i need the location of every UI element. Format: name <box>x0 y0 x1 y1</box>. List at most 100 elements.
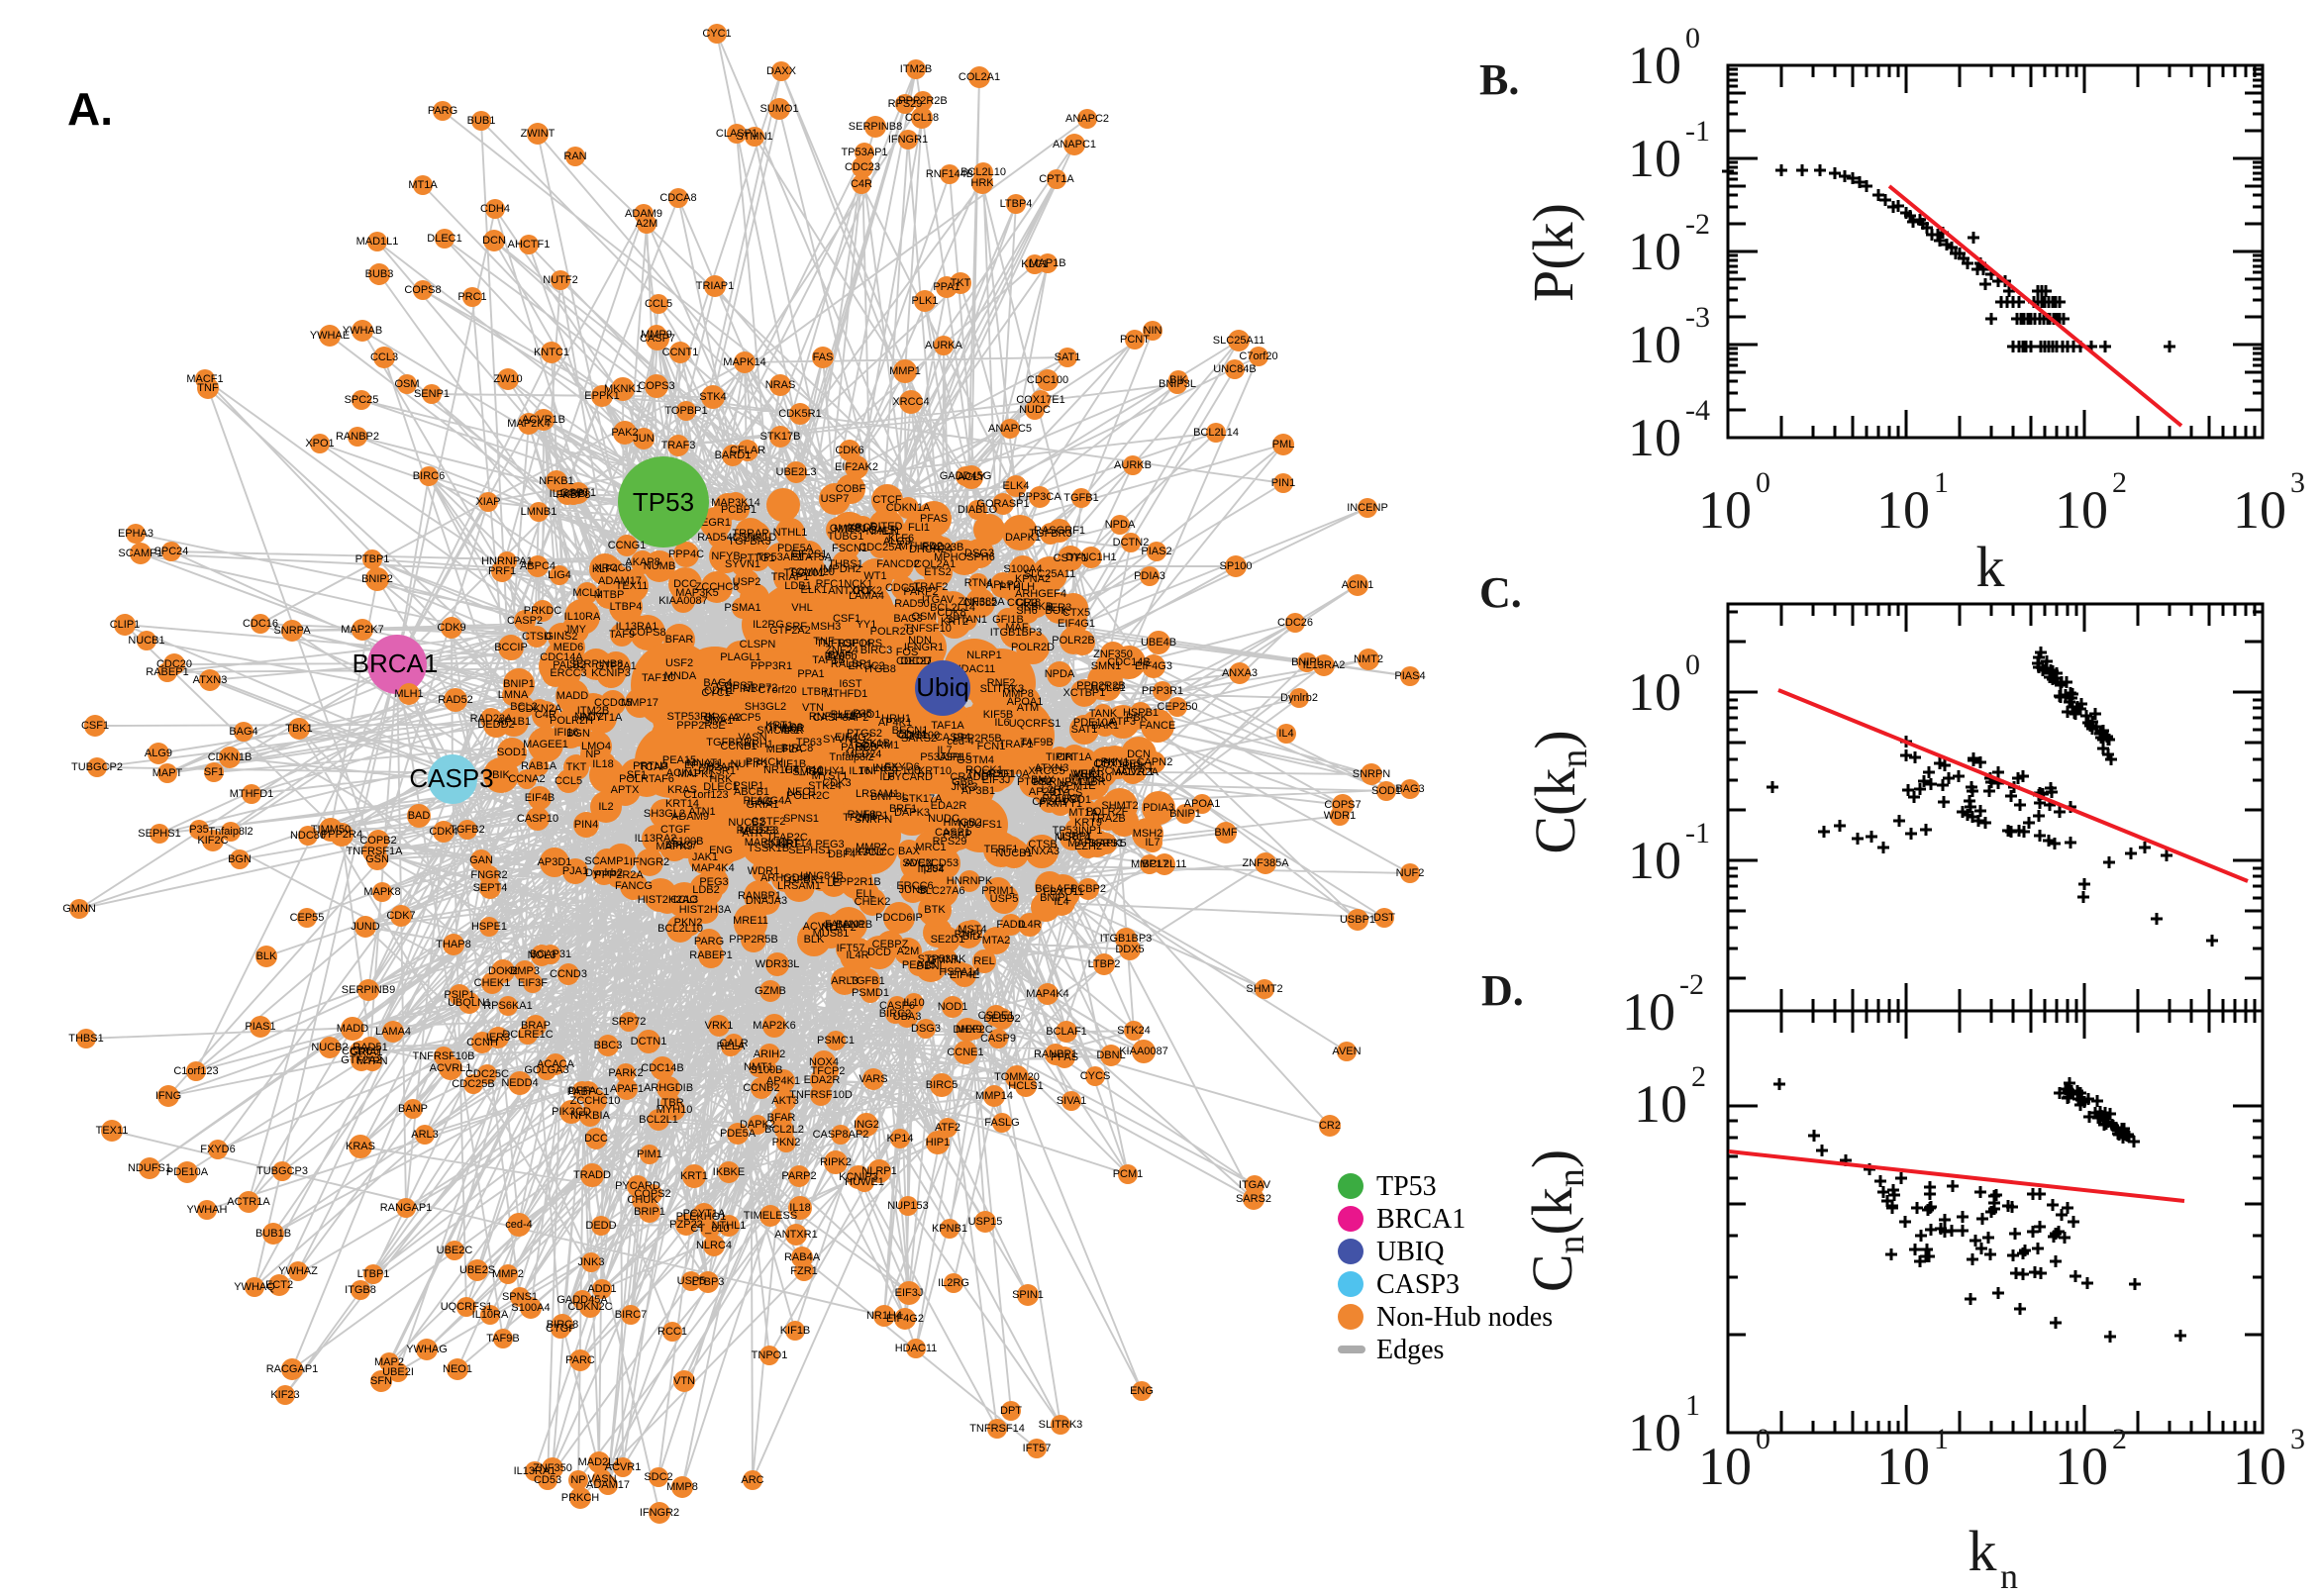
svg-text:BLK: BLK <box>804 934 825 946</box>
svg-text:PPP3R1: PPP3R1 <box>1142 685 1183 697</box>
svg-text:NUMB: NUMB <box>644 560 675 572</box>
svg-text:BNIP3L: BNIP3L <box>1159 378 1196 390</box>
svg-text:MYST1: MYST1 <box>812 770 849 782</box>
svg-text:TUBGCP2: TUBGCP2 <box>71 761 123 773</box>
svg-text:SNURF: SNURF <box>763 839 801 850</box>
svg-text:BCL2L14: BCL2L14 <box>1193 427 1239 439</box>
svg-text:PARP2: PARP2 <box>903 586 938 598</box>
svg-text:CDC14B: CDC14B <box>641 1062 683 1074</box>
svg-text:NLRC4: NLRC4 <box>696 1240 732 1251</box>
svg-text:RAD51: RAD51 <box>353 1042 387 1053</box>
svg-text:TRA2B: TRA2B <box>1090 813 1125 825</box>
svg-text:GSPT1: GSPT1 <box>560 487 596 499</box>
svg-text:YWHAQ: YWHAQ <box>234 1281 275 1293</box>
svg-text:NLRC4: NLRC4 <box>1055 832 1090 844</box>
svg-text:TNF: TNF <box>197 382 219 394</box>
svg-text:CR2: CR2 <box>1016 597 1038 609</box>
svg-text:THAP8: THAP8 <box>767 722 802 734</box>
svg-text:MKNK1: MKNK1 <box>604 383 642 395</box>
svg-text:RALBP1: RALBP1 <box>831 658 872 670</box>
svg-text:10: 10 <box>1698 1437 1752 1496</box>
svg-text:PCM1: PCM1 <box>1113 1168 1144 1180</box>
svg-text:BANP: BANP <box>836 919 865 931</box>
svg-text:0: 0 <box>1685 648 1700 681</box>
svg-text:PEA15: PEA15 <box>662 754 696 766</box>
svg-text:PPP2R5B: PPP2R5B <box>729 934 778 946</box>
svg-text:APOA1: APOA1 <box>1184 798 1221 810</box>
svg-text:ECT2: ECT2 <box>265 1279 293 1291</box>
svg-text:MAPT: MAPT <box>152 767 183 779</box>
svg-text:DCD: DCD <box>867 947 891 958</box>
svg-text:KRT14: KRT14 <box>665 798 699 810</box>
svg-text:UBE2C: UBE2C <box>437 1245 473 1256</box>
svg-text:POLR2F: POLR2F <box>1086 806 1129 818</box>
svg-text:SAT1: SAT1 <box>1055 351 1081 363</box>
svg-text:ING2: ING2 <box>854 1119 879 1131</box>
svg-text:KRT1: KRT1 <box>680 1170 708 1182</box>
svg-text:MAD2L1: MAD2L1 <box>1112 766 1155 778</box>
svg-text:CPT1A: CPT1A <box>1039 173 1074 185</box>
svg-text:BIRC2: BIRC2 <box>879 1008 911 1020</box>
svg-text:UBE2I: UBE2I <box>382 1366 414 1378</box>
svg-text:PRIM1: PRIM1 <box>981 885 1015 897</box>
svg-text:FOS: FOS <box>896 647 919 658</box>
svg-text:PML: PML <box>1272 439 1295 450</box>
svg-text:ACP5: ACP5 <box>733 712 761 724</box>
svg-text:CDK8: CDK8 <box>937 607 965 619</box>
svg-text:COPB2: COPB2 <box>359 835 396 847</box>
svg-text:LDB2: LDB2 <box>692 884 720 896</box>
svg-text:CASP2: CASP2 <box>507 615 543 627</box>
svg-text:POLR2D: POLR2D <box>1011 642 1055 653</box>
svg-text:CASP10: CASP10 <box>517 813 558 825</box>
svg-text:MAPK11: MAPK11 <box>745 837 787 848</box>
svg-text:10: 10 <box>1628 315 1681 374</box>
svg-text:KCNIP3: KCNIP3 <box>839 1171 878 1183</box>
svg-text:CDC14A: CDC14A <box>540 651 583 663</box>
svg-text:ANXA3: ANXA3 <box>1024 846 1060 857</box>
svg-text:XPO1: XPO1 <box>305 438 334 449</box>
svg-text:1: 1 <box>1685 1389 1700 1422</box>
svg-text:USP5: USP5 <box>677 1275 706 1287</box>
svg-text:TKT: TKT <box>951 277 971 289</box>
svg-text:CDC25B: CDC25B <box>452 1078 494 1090</box>
svg-text:SF1: SF1 <box>627 769 647 781</box>
svg-text:IER3: IER3 <box>486 1032 510 1044</box>
svg-text:RANBP1: RANBP1 <box>738 890 781 902</box>
svg-text:TFAP2C: TFAP2C <box>766 832 808 844</box>
svg-text:MAGEE1: MAGEE1 <box>523 739 568 750</box>
svg-text:EDA2R: EDA2R <box>931 800 967 812</box>
svg-text:YWHAZ: YWHAZ <box>278 1265 318 1277</box>
svg-text:BIRC7: BIRC7 <box>665 840 697 851</box>
svg-text:ITGB8: ITGB8 <box>345 1284 376 1296</box>
svg-text:JUN: JUN <box>633 433 654 445</box>
svg-text:USP2: USP2 <box>733 576 761 588</box>
svg-text:EIF4E: EIF4E <box>950 969 980 981</box>
svg-text:PSMC1: PSMC1 <box>817 1035 855 1047</box>
svg-text:TGFBR3: TGFBR3 <box>728 536 770 548</box>
svg-text:BFAR: BFAR <box>767 1112 796 1124</box>
svg-text:ARHGDIB: ARHGDIB <box>760 872 810 884</box>
svg-text:10: 10 <box>1876 480 1930 540</box>
svg-text:STP53RK: STP53RK <box>918 953 967 965</box>
svg-text:KRT9: KRT9 <box>1074 817 1102 829</box>
svg-text:SERPINB8: SERPINB8 <box>569 658 623 670</box>
svg-text:STAT5A: STAT5A <box>792 551 833 563</box>
svg-text:APLP2: APLP2 <box>986 579 1020 591</box>
svg-text:Edges: Edges <box>1376 1335 1444 1365</box>
svg-text:JNK3: JNK3 <box>952 781 978 793</box>
svg-text:BNIP2: BNIP2 <box>361 573 393 585</box>
svg-text:1: 1 <box>1934 466 1949 499</box>
svg-text:EDA2R: EDA2R <box>804 1074 841 1086</box>
svg-text:RTN4: RTN4 <box>964 577 993 589</box>
svg-text:BANP: BANP <box>398 1103 428 1115</box>
svg-text:NUCB2: NUCB2 <box>311 1042 348 1053</box>
svg-text:PPP2R5B: PPP2R5B <box>953 733 1002 745</box>
svg-text:RASSF3: RASSF3 <box>737 825 779 837</box>
svg-text:SH3GL2: SH3GL2 <box>745 701 786 713</box>
svg-text:TAF9: TAF9 <box>609 629 635 641</box>
svg-text:MAPK1: MAPK1 <box>677 768 714 780</box>
svg-text:PDE5A: PDE5A <box>720 1128 757 1140</box>
svg-text:XRCC4: XRCC4 <box>892 396 929 408</box>
svg-text:MCL1: MCL1 <box>572 587 601 599</box>
svg-text:RAB1A: RAB1A <box>521 760 557 772</box>
